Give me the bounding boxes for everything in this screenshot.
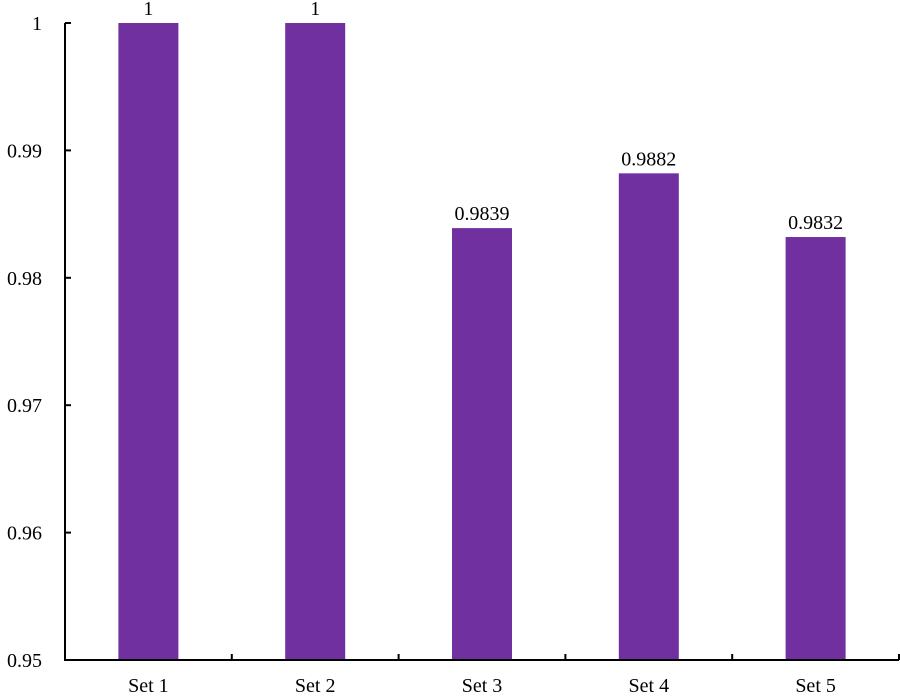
x-tick-label: Set 3 xyxy=(462,675,503,697)
data-label: 0.9839 xyxy=(455,203,510,225)
x-tick-label: Set 1 xyxy=(128,675,169,697)
data-label: 0.9882 xyxy=(621,148,676,170)
y-tick-label: 1 xyxy=(32,13,42,35)
y-tick-label: 0.99 xyxy=(7,140,42,162)
y-tick-label: 0.95 xyxy=(7,650,42,672)
x-tick-label: Set 2 xyxy=(295,675,336,697)
bar xyxy=(452,228,512,660)
data-label: 1 xyxy=(310,0,320,20)
bar xyxy=(785,237,846,661)
bar xyxy=(118,23,179,660)
data-label: 0.9832 xyxy=(788,212,843,234)
y-tick-label: 0.96 xyxy=(7,523,42,545)
data-label: 1 xyxy=(143,0,153,20)
y-tick-label: 0.98 xyxy=(7,268,42,290)
y-tick-label: 0.97 xyxy=(7,395,42,417)
bar xyxy=(285,23,346,660)
x-tick-label: Set 5 xyxy=(795,675,836,697)
bar xyxy=(618,173,679,660)
x-tick-label: Set 4 xyxy=(629,675,670,697)
